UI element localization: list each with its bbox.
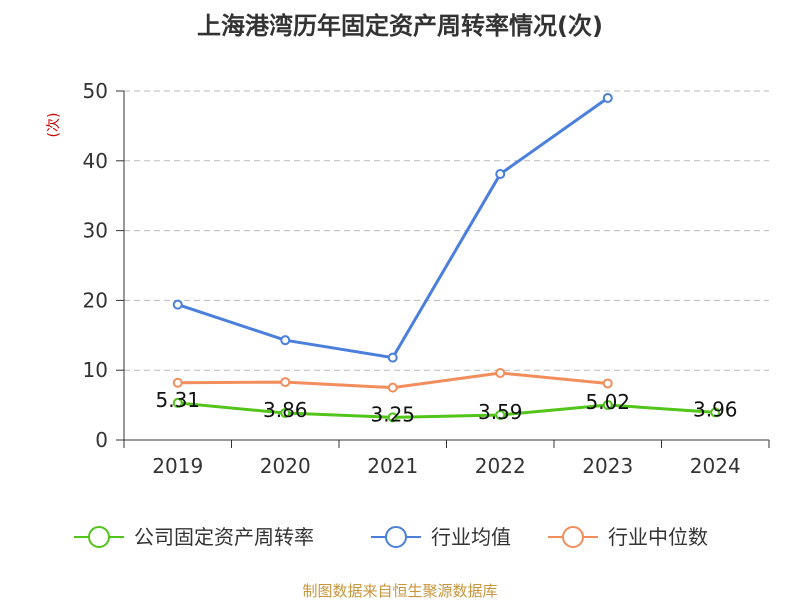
- data-point[interactable]: [280, 408, 291, 419]
- source-footer: 制图数据来自恒生聚源数据库: [302, 582, 497, 600]
- data-label: 5.31: [155, 388, 200, 412]
- legend-label: 行业均值: [431, 525, 511, 549]
- legend-item[interactable]: 公司固定资产周转率: [74, 525, 314, 549]
- data-label: 3.96: [693, 397, 738, 421]
- y-tick-label: 0: [95, 428, 108, 452]
- data-point[interactable]: [495, 169, 506, 180]
- legend[interactable]: 公司固定资产周转率 行业均值 行业中位数: [74, 525, 708, 549]
- data-point[interactable]: [172, 299, 183, 310]
- y-tick-label: 40: [83, 149, 108, 173]
- series-layer: [172, 92, 721, 423]
- x-tick-label: 2020: [260, 454, 311, 478]
- y-tick-label: 20: [83, 288, 108, 312]
- data-point[interactable]: [172, 377, 183, 388]
- y-tick-label: 10: [83, 358, 108, 382]
- data-point[interactable]: [387, 412, 398, 423]
- x-tick-label: 2019: [152, 454, 203, 478]
- y-tick-label: 50: [83, 79, 108, 103]
- legend-label: 行业中位数: [608, 525, 708, 549]
- legend-marker: [385, 526, 407, 548]
- legend-item[interactable]: 行业中位数: [548, 525, 708, 549]
- data-point[interactable]: [387, 352, 398, 363]
- series-line: [177, 96, 609, 360]
- y-axis-label: (次): [46, 113, 62, 138]
- y-tick-label: 30: [83, 219, 108, 243]
- data-label: 3.86: [263, 398, 308, 422]
- x-tick-label: 2024: [690, 454, 741, 478]
- x-tick-label: 2022: [475, 454, 526, 478]
- data-label: 5.02: [585, 390, 630, 414]
- data-point[interactable]: [280, 377, 291, 388]
- data-point[interactable]: [602, 378, 613, 389]
- data-point[interactable]: [602, 92, 613, 103]
- legend-marker: [562, 526, 584, 548]
- data-point[interactable]: [280, 335, 291, 346]
- data-point[interactable]: [495, 409, 506, 420]
- data-label: 3.59: [478, 400, 523, 424]
- x-tick-label: 2021: [367, 454, 418, 478]
- data-point[interactable]: [602, 399, 613, 410]
- data-point[interactable]: [710, 407, 721, 418]
- x-tick-label: 2023: [582, 454, 633, 478]
- legend-item[interactable]: 行业均值: [371, 525, 511, 549]
- data-point[interactable]: [495, 367, 506, 378]
- data-label: 3.25: [370, 402, 415, 426]
- data-point[interactable]: [387, 382, 398, 393]
- gridlines: [124, 90, 769, 371]
- axes: 0 10 20 30 40 50 2019 2020 2021 2022 2023 2024: [83, 79, 770, 478]
- legend-marker: [88, 526, 110, 548]
- data-point[interactable]: [172, 397, 183, 408]
- legend-label: 公司固定资产周转率: [134, 525, 314, 549]
- data-labels: 5.31 3.86 3.25 3.59 5.02 3.96: [155, 388, 737, 426]
- chart-title: 上海港湾历年固定资产周转率情况(次): [197, 12, 603, 40]
- series-line: [177, 401, 716, 419]
